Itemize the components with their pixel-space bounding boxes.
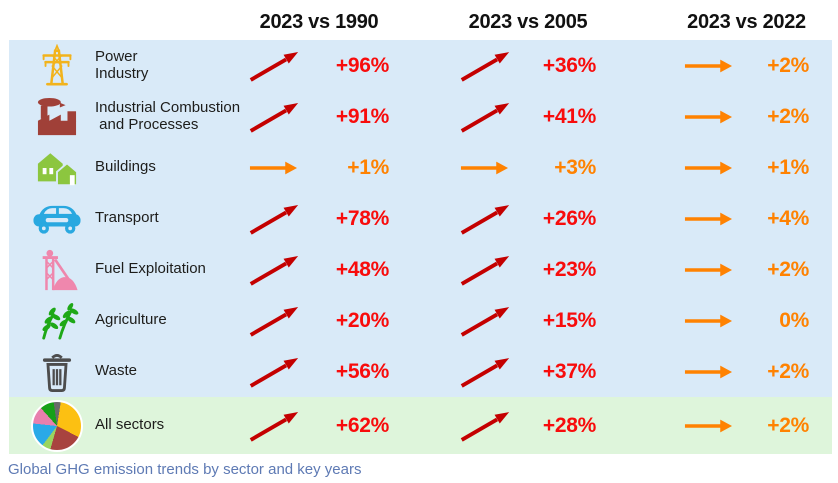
column-gap	[393, 142, 456, 193]
up-trend-arrow-icon	[456, 49, 512, 83]
trend-value: +41%	[542, 104, 596, 128]
flat-trend-arrow-icon	[680, 108, 736, 126]
up-trend-arrow-icon	[245, 304, 301, 338]
column-gap	[600, 40, 680, 91]
trend-value: +1%	[767, 155, 809, 179]
flat-trend-arrow-icon	[245, 159, 301, 177]
flat-trend-arrow-icon	[680, 57, 736, 75]
flat-trend-arrow-icon	[680, 210, 736, 228]
column-gap	[393, 193, 456, 244]
trend-value: +23%	[542, 257, 596, 281]
flat-trend-arrow-icon	[680, 312, 736, 330]
flat-trend-arrow-icon	[680, 363, 736, 381]
column-header-row: 2023 vs 1990 2023 vs 2005 2023 vs 2022	[9, 0, 832, 40]
column-header-2023-vs-1990: 2023 vs 1990	[259, 11, 379, 33]
power-pylon-icon	[9, 43, 95, 88]
up-trend-arrow-icon	[456, 304, 512, 338]
mine-headframe-icon	[9, 248, 95, 292]
wheat-icon	[9, 302, 95, 340]
up-trend-arrow-icon	[456, 202, 512, 236]
trend-value: +1%	[347, 155, 389, 179]
up-trend-arrow-icon	[245, 253, 301, 287]
trend-value: +26%	[542, 206, 596, 230]
flat-trend-arrow-icon	[680, 159, 736, 177]
up-trend-arrow-icon	[245, 409, 301, 443]
up-trend-arrow-icon	[245, 355, 301, 389]
up-trend-arrow-icon	[245, 49, 301, 83]
flat-trend-arrow-icon	[456, 159, 512, 177]
trend-value: +37%	[542, 359, 596, 383]
trend-value: +15%	[542, 308, 596, 332]
sector-label: Power Industry	[95, 47, 149, 82]
up-trend-arrow-icon	[456, 253, 512, 287]
trend-value: +36%	[542, 53, 596, 77]
sector-label: Transport	[95, 209, 159, 227]
sector-label: Fuel Exploitation	[95, 260, 206, 278]
trend-value: +78%	[335, 206, 389, 230]
column-gap	[393, 346, 456, 397]
trend-value: +96%	[335, 53, 389, 77]
trash-bin-icon	[9, 351, 95, 393]
trend-value: +2%	[767, 359, 809, 383]
trend-value: +48%	[335, 257, 389, 281]
column-gap	[600, 346, 680, 397]
up-trend-arrow-icon	[456, 409, 512, 443]
sector-label: Buildings	[95, 158, 156, 176]
trend-value: +20%	[335, 308, 389, 332]
up-trend-arrow-icon	[456, 355, 512, 389]
table-row-transport: Transport +78% +26% +4%	[9, 193, 832, 244]
trend-value: +3%	[554, 155, 596, 179]
column-gap	[600, 142, 680, 193]
column-gap	[600, 244, 680, 295]
up-trend-arrow-icon	[456, 100, 512, 134]
trend-value: +91%	[335, 104, 389, 128]
column-gap	[393, 40, 456, 91]
pie-chart-icon	[9, 399, 95, 452]
table-row-agriculture: Agriculture +20% +15% 0%	[9, 295, 832, 346]
sector-label: All sectors	[95, 416, 165, 434]
trend-value: +28%	[542, 413, 596, 437]
table-row-all-sectors: All sectors +62% +28% +2%	[9, 397, 832, 454]
houses-icon	[9, 147, 95, 189]
column-gap	[600, 295, 680, 346]
column-gap	[600, 397, 680, 454]
trend-value: +62%	[335, 413, 389, 437]
flat-trend-arrow-icon	[680, 417, 736, 435]
column-gap	[393, 295, 456, 346]
table-row-industrial-combustion-and-processes: Industrial Combustion and Processes +91%…	[9, 91, 832, 142]
flat-trend-arrow-icon	[680, 261, 736, 279]
column-header-2023-vs-2022: 2023 vs 2022	[687, 11, 806, 33]
column-gap	[600, 91, 680, 142]
table-row-fuel-exploitation: Fuel Exploitation +48% +23% +2%	[9, 244, 832, 295]
trend-value: +2%	[767, 413, 809, 437]
figure-caption: Global GHG emission trends by sector and…	[8, 461, 362, 478]
column-gap	[393, 244, 456, 295]
table-row-waste: Waste +56% +37% +2%	[9, 346, 832, 397]
trend-value: +2%	[767, 257, 809, 281]
table-row-power-industry: Power Industry +96% +36% +2%	[9, 40, 832, 91]
trend-value: +2%	[767, 104, 809, 128]
sector-label: Waste	[95, 362, 137, 380]
factory-icon	[9, 97, 95, 137]
column-gap	[393, 91, 456, 142]
column-header-2023-vs-2005: 2023 vs 2005	[468, 11, 588, 33]
column-gap	[393, 397, 456, 454]
sector-label: Industrial Combustion and Processes	[95, 98, 241, 133]
car-icon	[9, 203, 95, 235]
trend-table: Power Industry +96% +36% +2% Industrial C…	[9, 40, 832, 454]
trend-value: +56%	[335, 359, 389, 383]
sector-label: Agriculture	[95, 311, 167, 329]
table-row-buildings: Buildings +1% +3% +1%	[9, 142, 832, 193]
column-gap	[600, 193, 680, 244]
trend-value: +2%	[767, 53, 809, 77]
up-trend-arrow-icon	[245, 202, 301, 236]
trend-value: +4%	[767, 206, 809, 230]
trend-value: 0%	[779, 308, 809, 332]
up-trend-arrow-icon	[245, 100, 301, 134]
